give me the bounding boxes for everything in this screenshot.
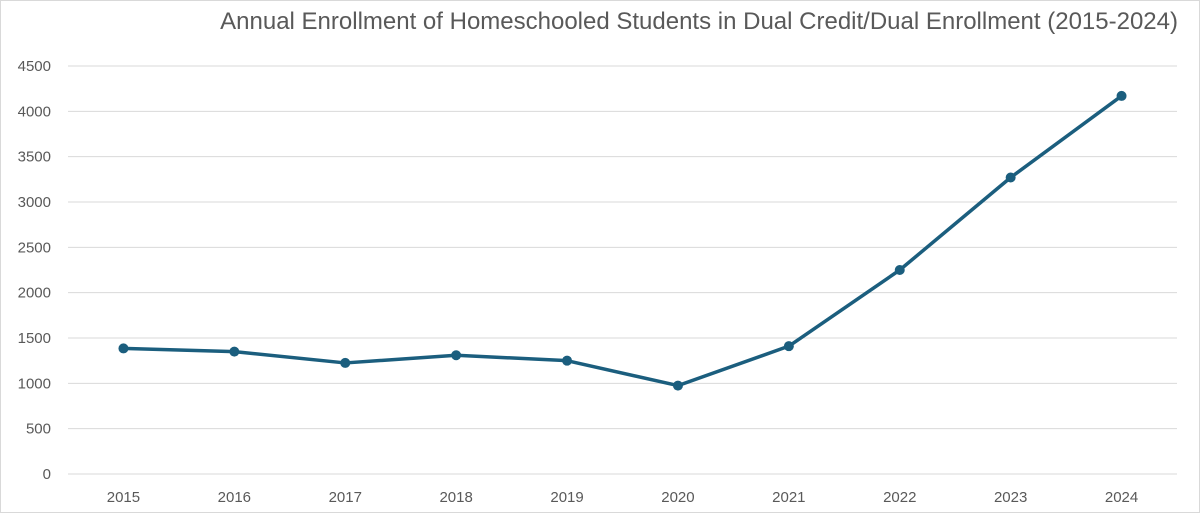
x-tick-label: 2024 [1105,489,1138,506]
data-point-2020 [672,380,683,391]
y-axis-ticks: 0 500 1000 1500 2000 2500 3000 3500 4000 4500 [18,58,51,483]
data-point-2017 [340,357,351,368]
x-tick-label: 2015 [107,489,140,506]
y-tick-label: 3500 [18,149,51,166]
y-tick-label: 0 [43,466,51,483]
x-tick-label: 2019 [550,489,583,506]
y-tick-label: 4000 [18,103,51,120]
x-tick-label: 2023 [994,489,1027,506]
data-point-2023 [1005,172,1016,183]
x-tick-label: 2017 [329,489,362,506]
data-point-2024 [1116,90,1127,101]
data-point-2015 [118,343,129,354]
data-point-2019 [562,355,573,366]
y-tick-label: 3000 [18,194,51,211]
data-point-2021 [783,341,794,352]
y-tick-label: 1500 [18,330,51,347]
y-tick-label: 500 [26,421,51,438]
y-tick-label: 2000 [18,285,51,302]
data-point-2016 [229,346,240,357]
x-tick-label: 2020 [661,489,694,506]
series-layer [118,90,1127,391]
gridlines [68,65,1177,475]
data-point-2022 [894,265,905,275]
series-line [121,94,1124,388]
x-tick-label: 2016 [218,489,251,506]
x-tick-label: 2022 [883,489,916,506]
y-tick-label: 2500 [18,239,51,256]
y-tick-label: 4500 [18,58,51,75]
x-axis-ticks: 2015 2016 2017 2018 2019 2020 2021 2022 2023 2024 [107,489,1138,506]
chart-title: Annual Enrollment of Homeschooled Studen… [220,8,1178,35]
x-tick-label: 2021 [772,489,805,506]
x-tick-label: 2018 [439,489,472,506]
y-tick-label: 1000 [18,375,51,392]
data-point-2018 [451,350,462,361]
